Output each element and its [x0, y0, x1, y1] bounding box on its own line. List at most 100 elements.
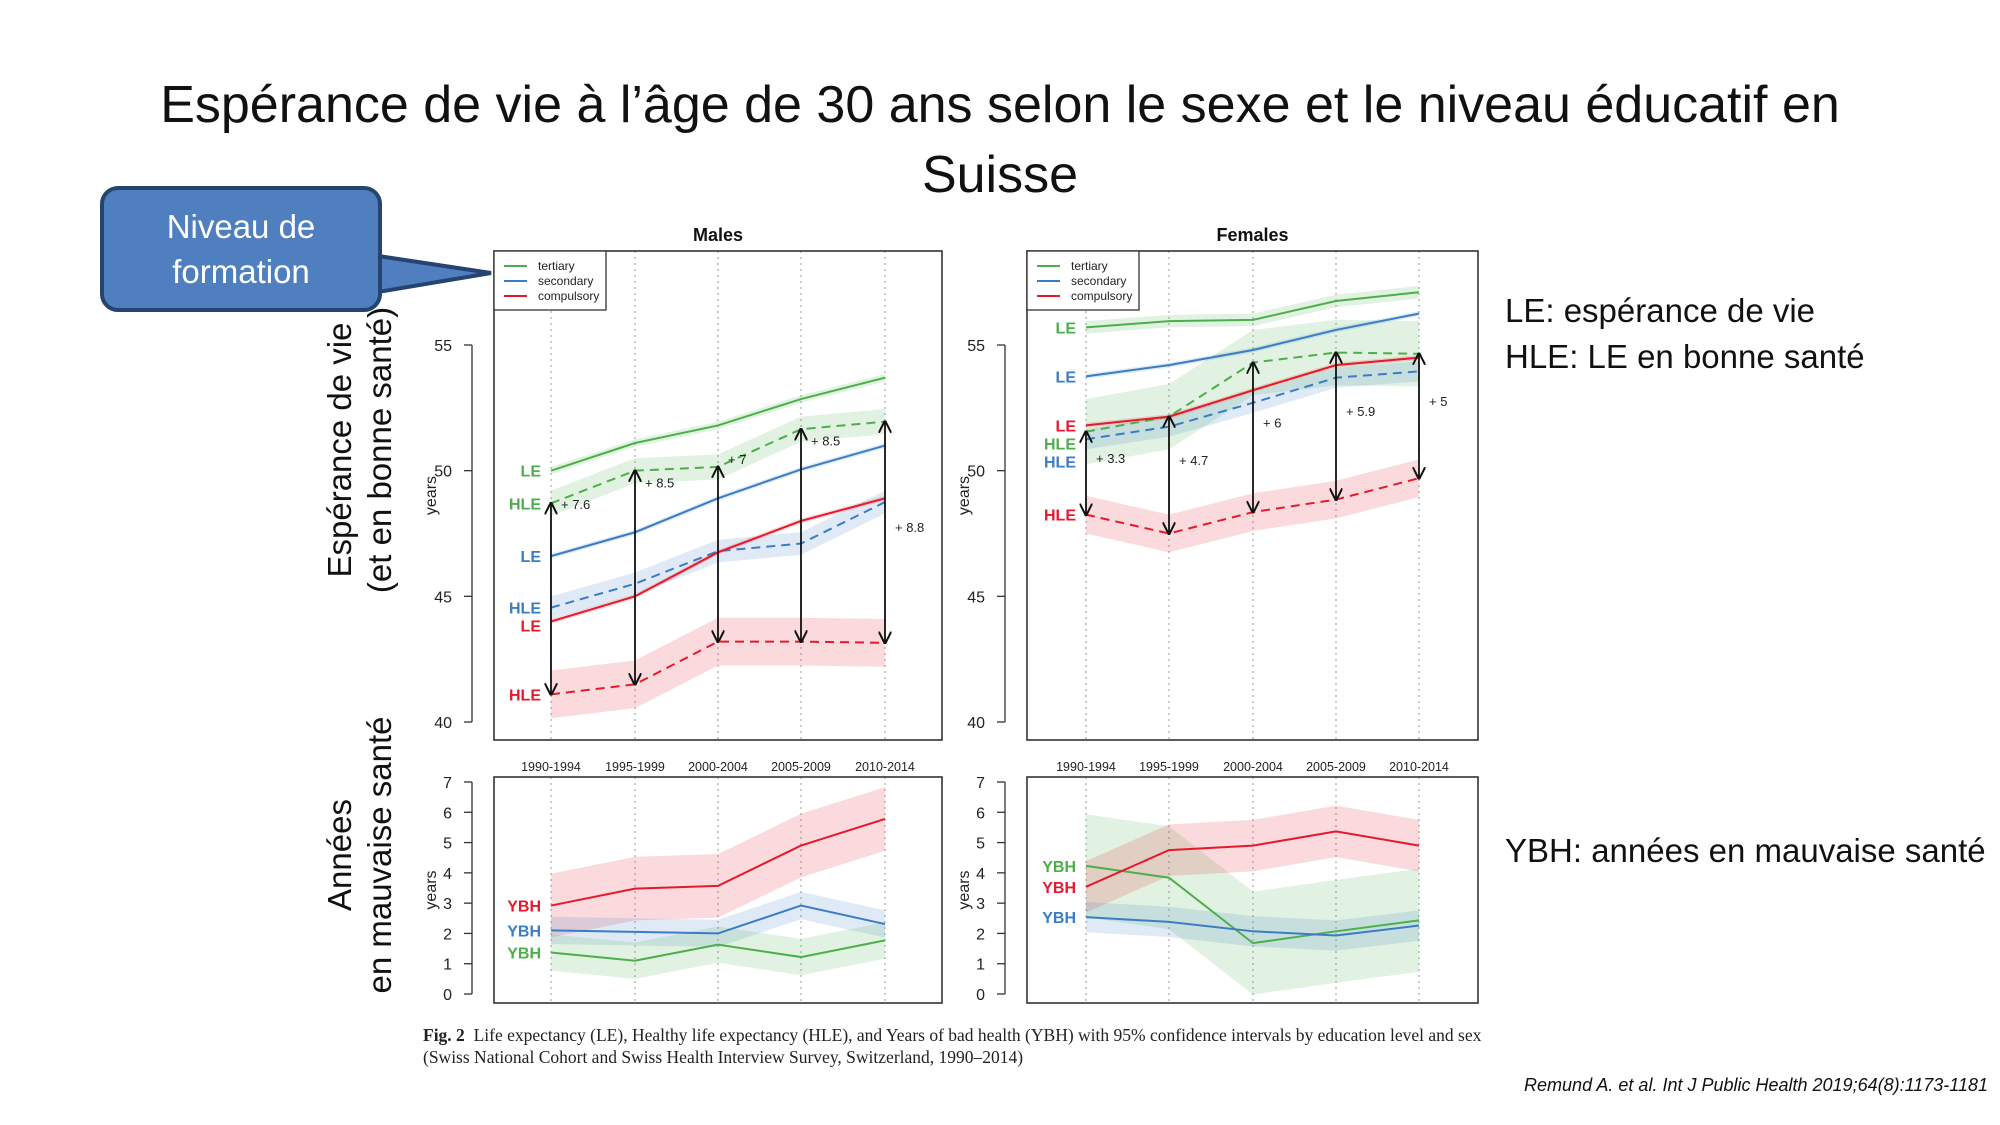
- y-tick-label: 7: [443, 775, 452, 792]
- note-le: LE: espérance de vie: [1505, 292, 1816, 329]
- series-label: HLE: [509, 601, 541, 618]
- series-line-hle-secondary: [550, 501, 886, 609]
- series-line-ybh-compulsory: [550, 817, 886, 907]
- note-ybh: YBH: années en mauvaise santé: [1505, 832, 1986, 869]
- confidence-band-secondary: [1086, 901, 1419, 951]
- left-label-line1: Années: [321, 799, 358, 911]
- legend-label-secondary: secondary: [1071, 274, 1126, 288]
- y-tick-label: 4: [976, 866, 985, 883]
- series-label: LE: [1056, 320, 1077, 337]
- x-tick-label: 2010-2014: [1389, 760, 1449, 774]
- gap-label: + 8.8: [895, 520, 924, 535]
- x-tick-label: 1990-1994: [521, 760, 581, 774]
- gap-label: + 3.3: [1096, 451, 1125, 466]
- series-label: HLE: [509, 687, 541, 704]
- series-label: LE: [521, 619, 542, 636]
- caption-text: Life expectancy (LE), Healthy life expec…: [423, 1025, 1482, 1067]
- left-label-life-expectancy: Espérance de vie (et en bonne santé): [320, 285, 410, 615]
- y-tick-label: 5: [443, 836, 452, 853]
- series-label: YBH: [507, 899, 541, 916]
- series-label: HLE: [1044, 454, 1076, 471]
- legend-label-tertiary: tertiary: [538, 259, 575, 273]
- citation: Remund A. et al. Int J Public Health 201…: [1524, 1075, 1988, 1095]
- plot-frame: [493, 776, 943, 1004]
- plot-title: Females: [1216, 225, 1288, 245]
- plot-frame: [1026, 776, 1479, 1004]
- left-label-line2: en mauvaise santé: [361, 716, 398, 994]
- legend-label-secondary: secondary: [538, 274, 593, 288]
- series-label: YBH: [1042, 859, 1076, 876]
- series-line-ybh-tertiary: [550, 939, 886, 962]
- y-axis-label: years: [956, 870, 973, 909]
- series-label: YBH: [1042, 910, 1076, 927]
- left-label-line1: Espérance de vie: [321, 322, 358, 578]
- x-tick-label: 1995-1999: [1139, 760, 1199, 774]
- series-line-hle-compulsory: [550, 640, 886, 696]
- confidence-band-tertiary: [551, 922, 885, 979]
- y-tick-label: 5: [976, 836, 985, 853]
- gap-label: + 7: [728, 452, 746, 467]
- y-tick-label: 3: [443, 896, 452, 913]
- x-tick-label: 2000-2004: [1223, 760, 1283, 774]
- y-tick-label: 40: [967, 715, 985, 732]
- y-axis-label: years: [956, 476, 973, 515]
- callout-education-level: Niveau de formation: [100, 186, 382, 312]
- gap-label: + 5.9: [1346, 404, 1375, 419]
- y-tick-label: 2: [976, 926, 985, 943]
- y-tick-label: 0: [443, 987, 452, 1004]
- y-tick-label: 1: [976, 957, 985, 974]
- series-line-ybh-tertiary: [1085, 864, 1420, 945]
- left-label-line2: (et en bonne santé): [361, 306, 398, 594]
- series-label: HLE: [1044, 508, 1076, 525]
- note-hle: HLE: LE en bonne santé: [1505, 338, 1865, 375]
- confidence-band-tertiary: [1086, 814, 1419, 995]
- series-line-le-tertiary: [550, 376, 886, 472]
- series-label: YBH: [1042, 880, 1076, 897]
- x-tick-label: 2005-2009: [771, 760, 831, 774]
- x-tick-label: 2010-2014: [855, 760, 915, 774]
- series-label: LE: [1056, 369, 1077, 386]
- confidence-band-secondary: [1086, 311, 1419, 379]
- plot-title: Males: [693, 225, 743, 245]
- gap-label: + 5: [1429, 394, 1447, 409]
- gap-label: + 7.6: [561, 497, 590, 512]
- gap-label: + 6: [1263, 415, 1281, 430]
- series-label: YBH: [507, 923, 541, 940]
- y-axis-label: years: [423, 476, 440, 515]
- legend-label-compulsory: compulsory: [538, 289, 599, 303]
- series-label: HLE: [509, 496, 541, 513]
- y-tick-label: 0: [976, 987, 985, 1004]
- y-tick-label: 6: [976, 805, 985, 822]
- series-line-ybh-compulsory: [1085, 830, 1420, 888]
- series-label: YBH: [507, 946, 541, 963]
- plot-frame: [493, 250, 943, 741]
- y-tick-label: 7: [976, 775, 985, 792]
- caption-fig-label: Fig. 2: [423, 1025, 465, 1045]
- y-tick-label: 55: [967, 338, 985, 355]
- x-tick-label: 2005-2009: [1306, 760, 1366, 774]
- gap-label: + 4.7: [1179, 453, 1208, 468]
- y-tick-label: 3: [976, 896, 985, 913]
- y-tick-label: 4: [443, 866, 452, 883]
- slide-title-line1: Espérance de vie à l’âge de 30 ans selon…: [160, 76, 1840, 134]
- x-tick-label: 1990-1994: [1056, 760, 1116, 774]
- series-label: LE: [521, 464, 542, 481]
- y-tick-label: 45: [434, 589, 452, 606]
- figure-caption: Fig. 2 Life expectancy (LE), Healthy lif…: [423, 1024, 1503, 1068]
- y-axis-label: years: [423, 870, 440, 909]
- x-tick-label: 2000-2004: [688, 760, 748, 774]
- series-label: HLE: [1044, 436, 1076, 453]
- y-tick-label: 2: [443, 926, 452, 943]
- gap-label: + 8.5: [645, 475, 674, 490]
- legend-label-tertiary: tertiary: [1071, 259, 1108, 273]
- y-tick-label: 6: [443, 805, 452, 822]
- plot-frame: [1026, 250, 1479, 741]
- slide-title-line2: Suisse: [921, 146, 1079, 204]
- series-label: LE: [521, 549, 542, 566]
- y-tick-label: 50: [967, 464, 985, 481]
- x-tick-label: 1995-1999: [605, 760, 665, 774]
- y-tick-label: 40: [434, 715, 452, 732]
- y-tick-label: 45: [967, 589, 985, 606]
- series-line-ybh-secondary: [550, 904, 886, 935]
